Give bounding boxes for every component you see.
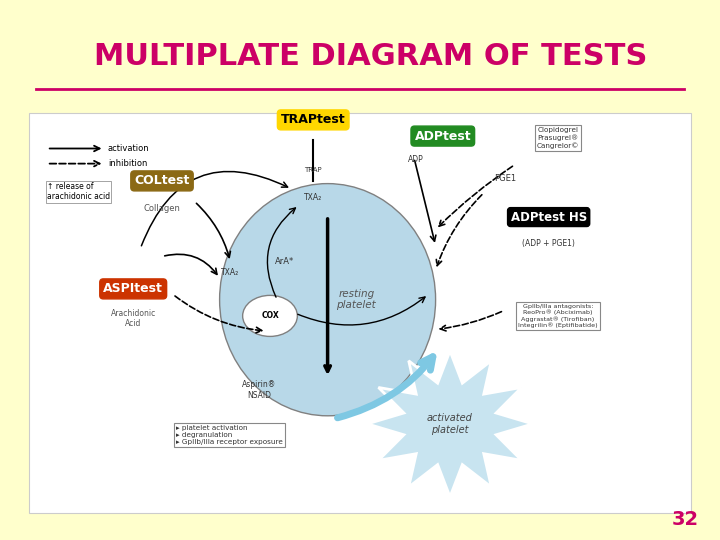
Text: ADPtest HS: ADPtest HS (510, 211, 587, 224)
Text: Aspirin®
NSAID: Aspirin® NSAID (242, 380, 276, 400)
Text: Clopidogrel
Prasugrel®
Cangrelor©: Clopidogrel Prasugrel® Cangrelor© (536, 127, 580, 148)
Text: 32: 32 (671, 510, 698, 529)
Text: ↑ release of
arachidonic acid: ↑ release of arachidonic acid (47, 182, 110, 201)
Text: COLtest: COLtest (135, 174, 189, 187)
Text: inhibition: inhibition (108, 159, 148, 168)
Text: TRAPtest: TRAPtest (281, 113, 346, 126)
Text: activation: activation (108, 144, 150, 153)
Text: GpIIb/IIIa antagonists:
ReoPro® (Abciximab)
Aggrastat® (Tirofiban)
Integrilin® (: GpIIb/IIIa antagonists: ReoPro® (Abcixim… (518, 303, 598, 328)
Text: PGE1: PGE1 (495, 174, 516, 183)
Text: TRAP: TRAP (305, 167, 322, 173)
Text: ASPItest: ASPItest (103, 282, 163, 295)
Text: ArA*: ArA* (275, 258, 294, 266)
Text: resting
platelet: resting platelet (336, 289, 377, 310)
Text: MULTIPLATE DIAGRAM OF TESTS: MULTIPLATE DIAGRAM OF TESTS (94, 42, 647, 71)
Text: COX: COX (261, 312, 279, 320)
Text: TXA₂: TXA₂ (221, 268, 240, 277)
Text: ADPtest: ADPtest (415, 130, 471, 143)
Circle shape (243, 295, 297, 336)
Ellipse shape (220, 184, 436, 416)
Text: activated
platelet: activated platelet (427, 413, 473, 435)
Text: ADP: ADP (408, 155, 423, 164)
Polygon shape (367, 351, 533, 497)
Text: TXA₂: TXA₂ (304, 193, 323, 201)
Text: ▸ platelet activation
▸ degranulation
▸ GpIIb/IIIa receptor exposure: ▸ platelet activation ▸ degranulation ▸ … (176, 424, 283, 445)
Text: (ADP + PGE1): (ADP + PGE1) (522, 239, 575, 247)
FancyBboxPatch shape (29, 113, 691, 513)
Text: Arachidonic
Acid: Arachidonic Acid (111, 309, 156, 328)
Text: Collagen: Collagen (143, 205, 181, 213)
